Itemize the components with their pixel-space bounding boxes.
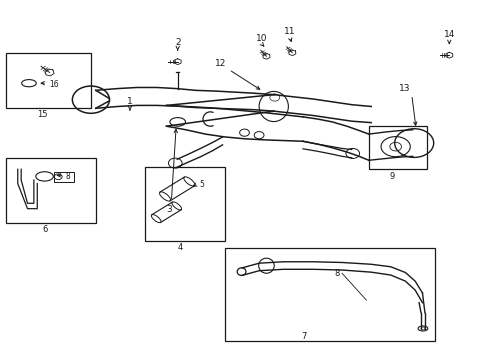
Bar (224, 248, 434, 341)
Text: 13: 13 (398, 84, 409, 93)
Text: 9: 9 (389, 172, 394, 181)
Bar (368, 126, 427, 169)
Text: 15: 15 (37, 110, 47, 119)
Text: 3: 3 (166, 205, 171, 214)
Text: 7: 7 (301, 332, 306, 341)
Text: 2: 2 (175, 37, 180, 46)
Text: 6: 6 (43, 225, 48, 234)
Text: 5: 5 (199, 180, 204, 189)
Bar (54, 172, 74, 182)
Bar (5, 53, 91, 108)
Text: 12: 12 (215, 59, 226, 68)
Text: 8: 8 (333, 269, 339, 278)
Text: 10: 10 (255, 34, 267, 43)
Text: 14: 14 (443, 31, 454, 40)
Text: 11: 11 (284, 27, 295, 36)
Bar (5, 158, 96, 223)
Text: 4: 4 (177, 243, 183, 252)
Text: 8: 8 (65, 172, 70, 181)
Text: 1: 1 (127, 97, 133, 106)
Bar (144, 167, 224, 241)
Text: 16: 16 (49, 80, 59, 89)
